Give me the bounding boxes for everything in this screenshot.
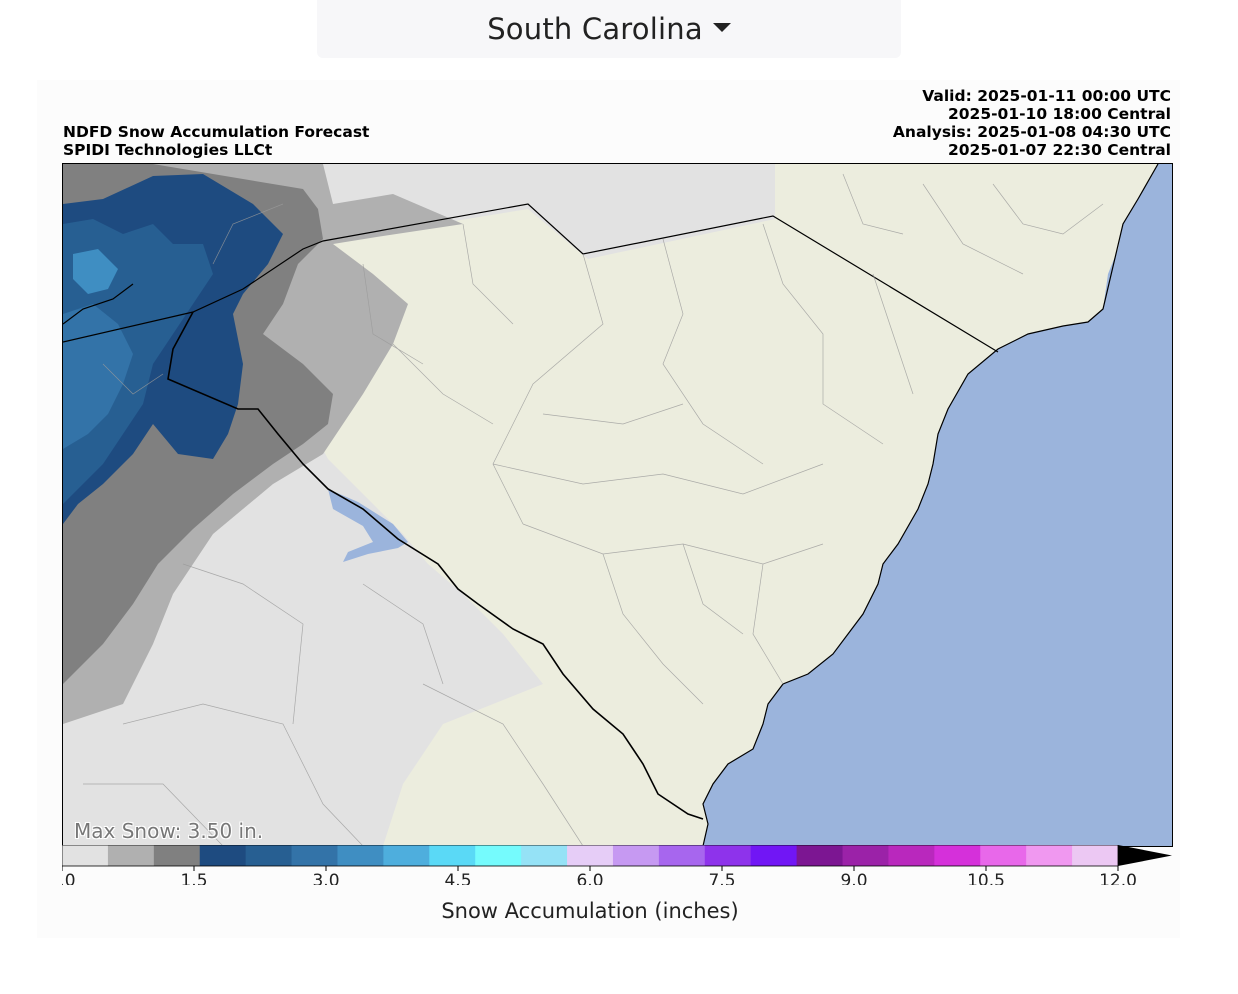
colorbar-cell <box>429 845 476 866</box>
nc-tn-border <box>63 283 134 325</box>
colorbar-ticks: 0.0 1.5 3.0 4.5 6.0 7.5 9.0 10.5 12.0 <box>62 866 1137 885</box>
map-svg <box>63 164 1172 846</box>
snow-map: Max Snow: 3.50 in. <box>62 163 1173 847</box>
county-lines <box>83 173 1104 846</box>
coastline <box>702 164 1159 846</box>
sc-ga-border <box>167 311 704 820</box>
colorbar: 0.0 1.5 3.0 4.5 6.0 7.5 9.0 10.5 12.0 <box>62 845 1172 885</box>
colorbar-cell <box>704 845 752 866</box>
snow-blue-4 <box>73 249 118 294</box>
colorbar-cell <box>199 845 247 866</box>
colorbar-extend-arrow <box>1118 845 1172 866</box>
colorbar-cell <box>107 845 155 866</box>
valid-central: 2025-01-10 18:00 Central <box>947 105 1171 123</box>
figure-title: NDFD Snow Accumulation Forecast <box>63 123 370 141</box>
colorbar-cell <box>521 845 568 866</box>
colorbar-cell <box>153 845 201 866</box>
colorbar-cell <box>750 845 798 866</box>
chevron-down-icon <box>712 22 731 32</box>
snow-light-gray-patch <box>293 619 423 764</box>
colorbar-tick-label: 4.5 <box>444 871 471 885</box>
valid-utc: Valid: 2025-01-11 00:00 UTC <box>922 87 1171 105</box>
figure-title-block: NDFD Snow Accumulation Forecast SPIDI Te… <box>63 123 369 159</box>
colorbar-tick-label: 6.0 <box>576 871 603 885</box>
colorbar-label: Snow Accumulation (inches) <box>441 899 739 923</box>
colorbar-cell <box>612 845 660 866</box>
max-snow-label: Max Snow: 3.50 in. <box>74 819 264 843</box>
colorbar-tick-label: 9.0 <box>840 871 867 885</box>
colorbar-tick-label: 0.0 <box>62 871 76 885</box>
colorbar-tick-label: 1.5 <box>180 871 207 885</box>
colorbar-cell <box>245 845 293 866</box>
colorbar-cell <box>980 845 1027 866</box>
colorbar-tick-label: 7.5 <box>708 871 735 885</box>
colorbar-cell <box>1072 845 1119 866</box>
colorbar-cell <box>567 845 614 866</box>
nc-sc-border <box>63 203 999 353</box>
figure-credit: SPIDI Technologies LLCt <box>63 141 273 159</box>
colorbar-cell <box>1026 845 1073 866</box>
forecast-figure: NDFD Snow Accumulation Forecast SPIDI Te… <box>37 80 1180 938</box>
lake-thurmond <box>328 489 408 562</box>
colorbar-cell <box>796 845 844 866</box>
colorbar-cell <box>475 845 522 866</box>
colorbar-cell <box>658 845 706 866</box>
colorbar-cell <box>934 845 981 866</box>
colorbar-cell <box>62 845 109 866</box>
figure-timestamps: Valid: 2025-01-11 00:00 UTC 2025-01-10 1… <box>893 87 1171 159</box>
colorbar-cell <box>383 845 430 866</box>
colorbar-tick-label: 12.0 <box>1099 871 1137 885</box>
colorbar-cell <box>842 845 889 866</box>
colorbar-cell <box>888 845 935 866</box>
colorbar-tick-label: 10.5 <box>967 871 1005 885</box>
colorbar-tick-label: 3.0 <box>312 871 339 885</box>
colorbar-cell <box>337 845 384 866</box>
region-dropdown-label: South Carolina <box>487 12 703 46</box>
snow-light-gray <box>63 164 775 846</box>
colorbar-cells <box>62 845 1172 867</box>
snow-blue-3 <box>63 304 133 449</box>
colorbar-cell <box>291 845 338 866</box>
region-dropdown[interactable]: South Carolina <box>317 0 901 58</box>
analysis-utc: Analysis: 2025-01-08 04:30 UTC <box>892 123 1171 141</box>
ocean <box>703 164 1172 846</box>
analysis-central: 2025-01-07 22:30 Central <box>947 141 1171 159</box>
